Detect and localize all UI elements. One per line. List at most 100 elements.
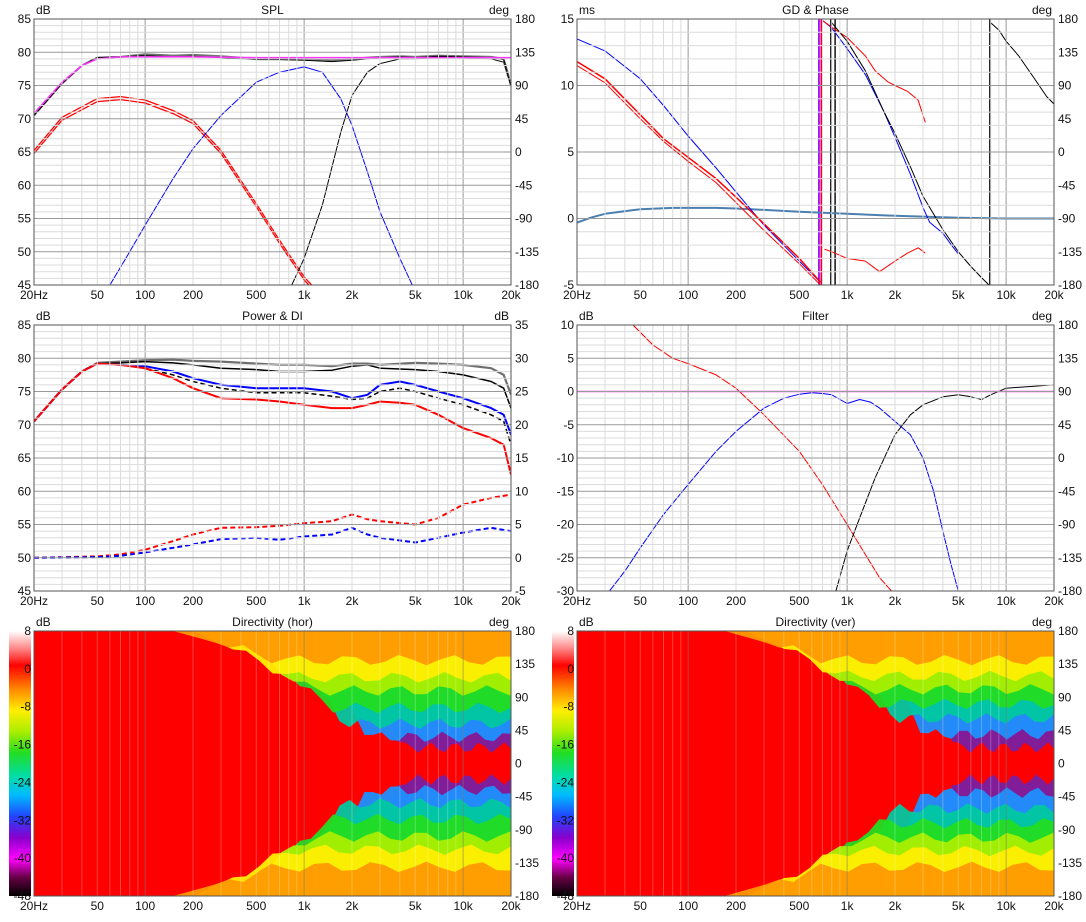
x-tick-label: 50: [91, 594, 105, 608]
x-tick-label: 2k: [889, 899, 903, 913]
chart-title: Directivity (ver): [776, 615, 856, 629]
x-tick-label: 100: [135, 594, 155, 608]
x-tick-label: 10k: [453, 899, 473, 913]
right-unit-label: deg: [1032, 309, 1052, 323]
x-tick-label: 200: [726, 899, 746, 913]
x-tick-label: 10k: [453, 594, 473, 608]
deg-tick-label: 180: [515, 12, 535, 26]
right-unit-label: deg: [1032, 615, 1052, 629]
y2-tick-label: 10: [515, 484, 529, 498]
y-tick-label: 60: [18, 178, 32, 192]
deg-tick-label: 135: [515, 657, 535, 671]
deg-tick-label: -45: [1058, 790, 1076, 804]
x-tick-label: 20Hz: [20, 288, 48, 302]
filter-chart: Filter dB deg 20Hz 50 100 200 500 1k 2k 5k 10k 20k 10…: [543, 306, 1086, 612]
deg-tick-label: -90: [1058, 823, 1076, 837]
deg-tick-label: 90: [1058, 385, 1072, 399]
y-tick-label: 15: [561, 12, 575, 26]
series-line: [577, 65, 821, 285]
x-tick-label: 200: [183, 594, 203, 608]
y-tick-label: 45: [18, 584, 32, 598]
y-tick-label: -10: [557, 451, 575, 465]
plot-border: [33, 18, 512, 286]
series-line: [34, 95, 313, 285]
x-tick-label: 500: [246, 594, 266, 608]
y2-tick-label: 25: [515, 385, 529, 399]
plot-border: [576, 324, 1055, 592]
x-tick-label: 5k: [952, 899, 966, 913]
deg-tick-label: -135: [1058, 856, 1082, 870]
deg-tick-label: 90: [515, 690, 529, 704]
deg-tick-label: 180: [1058, 624, 1078, 638]
deg-tick-label: -90: [1058, 212, 1076, 226]
x-tick-label: 5k: [409, 594, 423, 608]
x-tick-label: 50: [91, 899, 105, 913]
directivity-ver-chart: Directivity (ver) dB deg 20Hz 50 100 200 500 1k 2…: [543, 612, 1086, 917]
chart-title: Directivity (hor): [232, 615, 313, 629]
grid: [33, 631, 512, 896]
y2-tick-label: 35: [515, 318, 529, 332]
y-tick-label: 50: [18, 245, 32, 259]
x-tick-label: 500: [789, 288, 809, 302]
plot-border: [33, 630, 512, 897]
x-tick-label: 50: [634, 899, 648, 913]
x-tick-label: 50: [91, 288, 105, 302]
x-tick-label: 500: [246, 899, 266, 913]
colorbar-tick-label: -16: [557, 738, 575, 752]
x-tick-label: 1k: [298, 288, 312, 302]
x-tick-label: 2k: [889, 594, 903, 608]
right-unit-label: dB: [494, 309, 509, 323]
colorbar-tick-label: -40: [14, 851, 32, 865]
y-tick-label: -5: [563, 278, 574, 292]
right-unit-label: deg: [1032, 3, 1052, 17]
deg-tick-label: 90: [1058, 690, 1072, 704]
deg-tick-label: 0: [515, 757, 522, 771]
colorbar-tick-label: -48: [14, 889, 32, 903]
chart-title: Filter: [802, 309, 829, 323]
x-tick-label: 10k: [453, 288, 473, 302]
deg-tick-label: 45: [1058, 112, 1072, 126]
plot-content: [724, 631, 1054, 896]
deg-tick-label: -180: [515, 278, 539, 292]
deg-tick-label: 135: [1058, 351, 1078, 365]
deg-tick-label: -135: [1058, 551, 1082, 565]
left-unit-label: dB: [36, 309, 51, 323]
colorbar-tick-label: -24: [557, 775, 575, 789]
y-tick-label: 70: [18, 112, 32, 126]
colorbar: [552, 631, 574, 896]
deg-tick-label: -180: [515, 889, 539, 903]
left-unit-label: dB: [579, 309, 594, 323]
right-unit-label: deg: [489, 3, 509, 17]
deg-tick-label: -135: [515, 856, 539, 870]
y-tick-label: 0: [567, 212, 574, 226]
y-tick-label: 65: [18, 145, 32, 159]
deg-tick-label: -135: [515, 245, 539, 259]
y2-tick-label: 30: [515, 351, 529, 365]
y-tick-label: -20: [557, 518, 575, 532]
left-unit-label: dB: [36, 3, 51, 17]
x-tick-label: 10k: [996, 288, 1016, 302]
colorbar-tick-label: -16: [14, 738, 32, 752]
x-tick-label: 20k: [1044, 594, 1064, 608]
directivity_ver-svg: Directivity (ver) dB deg 20Hz 50 100 200 500 1k 2…: [552, 615, 1082, 913]
x-tick-label: 5k: [409, 288, 423, 302]
y-tick-label: -5: [563, 418, 574, 432]
x-tick-label: 1k: [841, 899, 855, 913]
colorbar-tick-label: 8: [567, 624, 574, 638]
x-tick-label: 20Hz: [20, 594, 48, 608]
chart-title: SPL: [261, 3, 284, 17]
colorbar-tick-label: -8: [20, 700, 31, 714]
x-tick-label: 200: [183, 899, 203, 913]
x-tick-label: 20Hz: [563, 288, 591, 302]
grid: [576, 324, 1055, 592]
deg-tick-label: -90: [515, 212, 533, 226]
deg-tick-label: 0: [1058, 145, 1065, 159]
y2-tick-label: 20: [515, 418, 529, 432]
plot-border: [33, 324, 512, 592]
x-tick-label: 2k: [346, 288, 360, 302]
colorbar: [9, 631, 31, 896]
series-line: [831, 22, 990, 285]
colorbar-tick-label: -24: [14, 775, 32, 789]
